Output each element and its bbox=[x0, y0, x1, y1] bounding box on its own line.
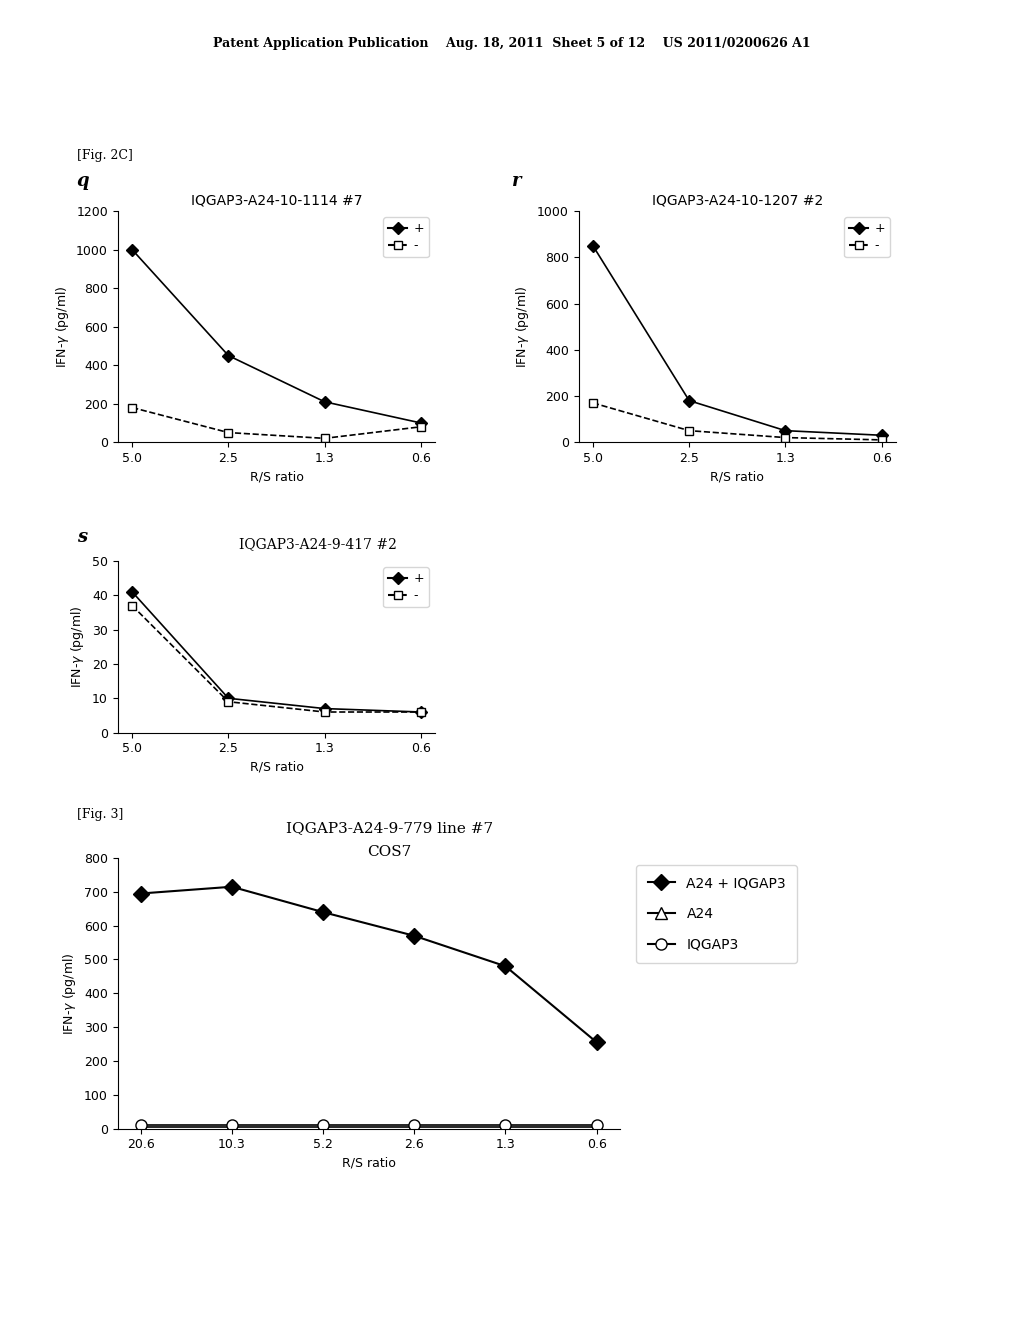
X-axis label: R/S ratio: R/S ratio bbox=[711, 470, 764, 483]
Legend: +, -: +, - bbox=[383, 568, 429, 607]
X-axis label: R/S ratio: R/S ratio bbox=[250, 760, 303, 774]
Text: s: s bbox=[77, 528, 87, 546]
X-axis label: R/S ratio: R/S ratio bbox=[342, 1156, 395, 1170]
Y-axis label: IFN-$\gamma$ (pg/ml): IFN-$\gamma$ (pg/ml) bbox=[514, 285, 531, 368]
Title: IQGAP3-A24-10-1207 #2: IQGAP3-A24-10-1207 #2 bbox=[651, 193, 823, 207]
Title: IQGAP3-A24-10-1114 #7: IQGAP3-A24-10-1114 #7 bbox=[190, 193, 362, 207]
Text: IQGAP3-A24-9-779 line #7: IQGAP3-A24-9-779 line #7 bbox=[286, 821, 493, 836]
Text: Patent Application Publication    Aug. 18, 2011  Sheet 5 of 12    US 2011/020062: Patent Application Publication Aug. 18, … bbox=[213, 37, 811, 50]
Legend: +, -: +, - bbox=[383, 218, 429, 257]
X-axis label: R/S ratio: R/S ratio bbox=[250, 470, 303, 483]
Text: [Fig. 3]: [Fig. 3] bbox=[77, 808, 123, 821]
Y-axis label: IFN-$\gamma$ (pg/ml): IFN-$\gamma$ (pg/ml) bbox=[53, 285, 71, 368]
Text: q: q bbox=[77, 172, 89, 190]
Text: [Fig. 2C]: [Fig. 2C] bbox=[77, 149, 133, 162]
Text: r: r bbox=[512, 172, 521, 190]
Y-axis label: IFN-$\gamma$ (pg/ml): IFN-$\gamma$ (pg/ml) bbox=[70, 606, 86, 688]
Text: COS7: COS7 bbox=[367, 845, 412, 859]
Text: IQGAP3-A24-9-417 #2: IQGAP3-A24-9-417 #2 bbox=[239, 537, 396, 552]
Y-axis label: IFN-$\gamma$ (pg/ml): IFN-$\gamma$ (pg/ml) bbox=[61, 952, 79, 1035]
Legend: A24 + IQGAP3, A24, IQGAP3: A24 + IQGAP3, A24, IQGAP3 bbox=[637, 865, 798, 962]
Legend: +, -: +, - bbox=[844, 218, 890, 257]
